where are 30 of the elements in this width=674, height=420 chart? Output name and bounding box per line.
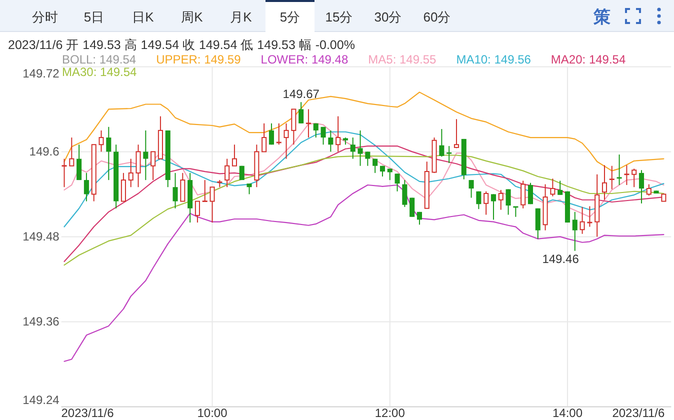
- y-tick-label: 149.48: [22, 230, 60, 244]
- x-tick-label: 2023/11/6: [612, 406, 666, 420]
- tab-label: 5日: [84, 10, 104, 24]
- legend-item: UPPER: 149.59: [156, 52, 241, 67]
- y-tick-label: 149.24: [22, 393, 60, 408]
- legend-item: MA5: 149.55: [368, 52, 436, 67]
- x-tick-label: 10:00: [197, 406, 228, 420]
- tab-label: 日K: [132, 10, 154, 24]
- note: 149.67: [282, 87, 320, 102]
- chart-subtitle: 2023/11/6 开 149.53 高 149.54 收 149.54 低 149.53 幅 -0.00%: [8, 37, 355, 52]
- tab-label: 策: [594, 8, 610, 26]
- y-tick-label: 149.6: [29, 144, 60, 159]
- note: 149.46: [542, 252, 579, 266]
- tab-label: 30分: [374, 10, 402, 24]
- legend-item: MA30: 149.54: [62, 65, 137, 80]
- tab-label: 15分: [325, 10, 353, 24]
- legend-item: BOLL: 149.54: [62, 52, 136, 67]
- x-tick-label: 14:00: [552, 406, 583, 420]
- tab-label: 5分: [280, 10, 300, 24]
- x-tick-label: 2023/11/6: [61, 406, 114, 420]
- legend-item: MA20: 149.54: [550, 52, 626, 67]
- legend-item: MA10: 149.56: [456, 52, 531, 67]
- tab-label: 月K: [230, 10, 252, 24]
- y-tick-label: 149.36: [22, 314, 60, 329]
- tab-label: 周K: [181, 10, 203, 24]
- tab-label: 分时: [32, 10, 58, 24]
- x-tick-label: 12:00: [374, 406, 406, 420]
- legend-item: LOWER: 149.48: [260, 52, 348, 67]
- tab-label: 60分: [423, 10, 451, 24]
- y-tick-label: 149.72: [22, 66, 60, 80]
